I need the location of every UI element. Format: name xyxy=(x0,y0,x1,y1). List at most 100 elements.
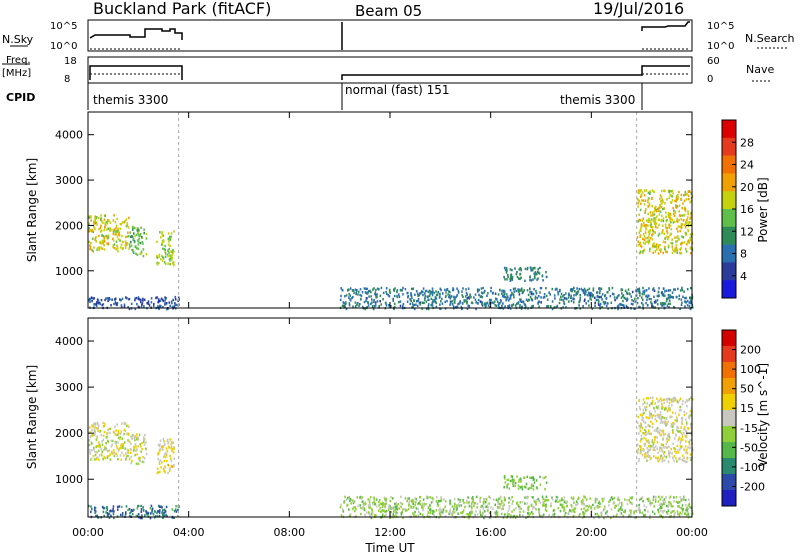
velocity-cell xyxy=(690,458,692,461)
velocity-cell xyxy=(136,514,139,518)
power-cell xyxy=(481,304,484,307)
power-cell xyxy=(100,217,102,220)
velocity-cell xyxy=(642,398,645,401)
power-cell xyxy=(121,240,124,244)
power-cell xyxy=(164,302,166,305)
power-cell xyxy=(682,295,684,298)
velocity-cell xyxy=(541,514,544,518)
velocity-cell xyxy=(117,458,119,461)
velocity-cell xyxy=(648,425,651,428)
power-cell xyxy=(402,302,405,306)
power-cell xyxy=(167,254,169,258)
power-cell xyxy=(137,247,140,250)
power-cell xyxy=(668,296,671,299)
power-cell xyxy=(481,295,483,299)
power-cell xyxy=(105,234,107,238)
power-cell xyxy=(532,278,534,281)
velocity-cell xyxy=(387,508,390,512)
velocity-cell xyxy=(139,516,142,520)
power-cell xyxy=(641,293,644,296)
velocity-cell xyxy=(96,435,99,438)
velocity-cell xyxy=(371,509,373,512)
power-cell xyxy=(142,254,145,258)
power-cell xyxy=(538,271,540,274)
power-cell xyxy=(511,291,513,295)
velocity-cell xyxy=(130,435,132,438)
velocity-colorbar-label: Velocity [m s^-1] xyxy=(756,363,770,467)
velocity-cell xyxy=(645,409,647,412)
power-cell xyxy=(666,227,668,230)
power-cell xyxy=(629,292,631,296)
power-cell xyxy=(687,210,689,213)
power-cell xyxy=(178,298,180,301)
power-cell xyxy=(145,253,148,256)
velocity-cell xyxy=(504,477,506,480)
power-cell xyxy=(519,288,521,291)
power-cell xyxy=(679,214,682,218)
velocity-cell xyxy=(385,513,387,516)
power-cell xyxy=(134,307,137,311)
velocity-cell xyxy=(590,505,592,508)
velocity-cell xyxy=(427,506,430,510)
power-cell xyxy=(679,307,681,310)
power-cell xyxy=(671,251,674,255)
velocity-cell xyxy=(657,500,660,503)
power-cell xyxy=(598,296,601,299)
velocity-cell xyxy=(663,434,665,437)
power-cell xyxy=(512,293,515,296)
velocity-cell xyxy=(653,455,655,458)
velocity-cell xyxy=(670,511,672,514)
velocity-cell xyxy=(364,501,367,505)
power-cell xyxy=(678,218,680,222)
velocity-cell xyxy=(609,497,612,500)
power-cell xyxy=(664,290,666,293)
velocity-cell xyxy=(676,444,679,448)
power-cell xyxy=(136,302,138,306)
velocity-cell xyxy=(94,422,97,425)
velocity-cell xyxy=(131,512,134,516)
power-cell xyxy=(675,206,678,209)
power-cell xyxy=(672,192,674,195)
power-cell xyxy=(621,295,624,298)
velocity-cell xyxy=(360,506,362,510)
power-cell xyxy=(425,289,428,293)
velocity-cell xyxy=(686,399,688,402)
cpid-mode-1: normal (fast) 151 xyxy=(345,83,449,97)
power-cell xyxy=(522,300,525,303)
velocity-cell xyxy=(136,507,139,510)
velocity-cell xyxy=(163,459,166,463)
velocity-cell xyxy=(573,507,575,511)
power-cell xyxy=(344,305,346,308)
power-cell xyxy=(89,244,91,247)
power-cell xyxy=(594,304,596,307)
velocity-cell xyxy=(596,497,599,501)
velocity-cell xyxy=(102,457,104,461)
velocity-cell xyxy=(657,456,660,459)
power-cell xyxy=(556,304,559,308)
velocity-cell xyxy=(391,507,393,510)
power-cell xyxy=(130,244,133,247)
power-cell xyxy=(655,245,658,249)
power-cell xyxy=(461,294,463,297)
velocity-cell xyxy=(158,504,160,508)
power-cell xyxy=(503,275,505,279)
power-cell xyxy=(138,298,141,301)
power-cell xyxy=(582,305,584,308)
velocity-cell xyxy=(637,508,640,512)
velocity-cell xyxy=(590,509,593,512)
power-cell xyxy=(686,243,688,246)
power-cell xyxy=(535,273,537,276)
velocity-cell xyxy=(663,459,666,462)
velocity-y-tick-label: 4000 xyxy=(55,335,83,348)
power-cell xyxy=(348,304,351,307)
velocity-cell xyxy=(526,502,528,505)
velocity-cell xyxy=(598,505,601,509)
velocity-cell xyxy=(686,400,689,403)
cpid-label: CPID xyxy=(6,91,35,104)
velocity-cell xyxy=(679,397,682,400)
power-cell xyxy=(651,305,653,308)
power-cell xyxy=(689,307,692,311)
velocity-cell xyxy=(133,435,136,439)
power-cell xyxy=(684,190,687,194)
velocity-cell xyxy=(453,505,456,508)
